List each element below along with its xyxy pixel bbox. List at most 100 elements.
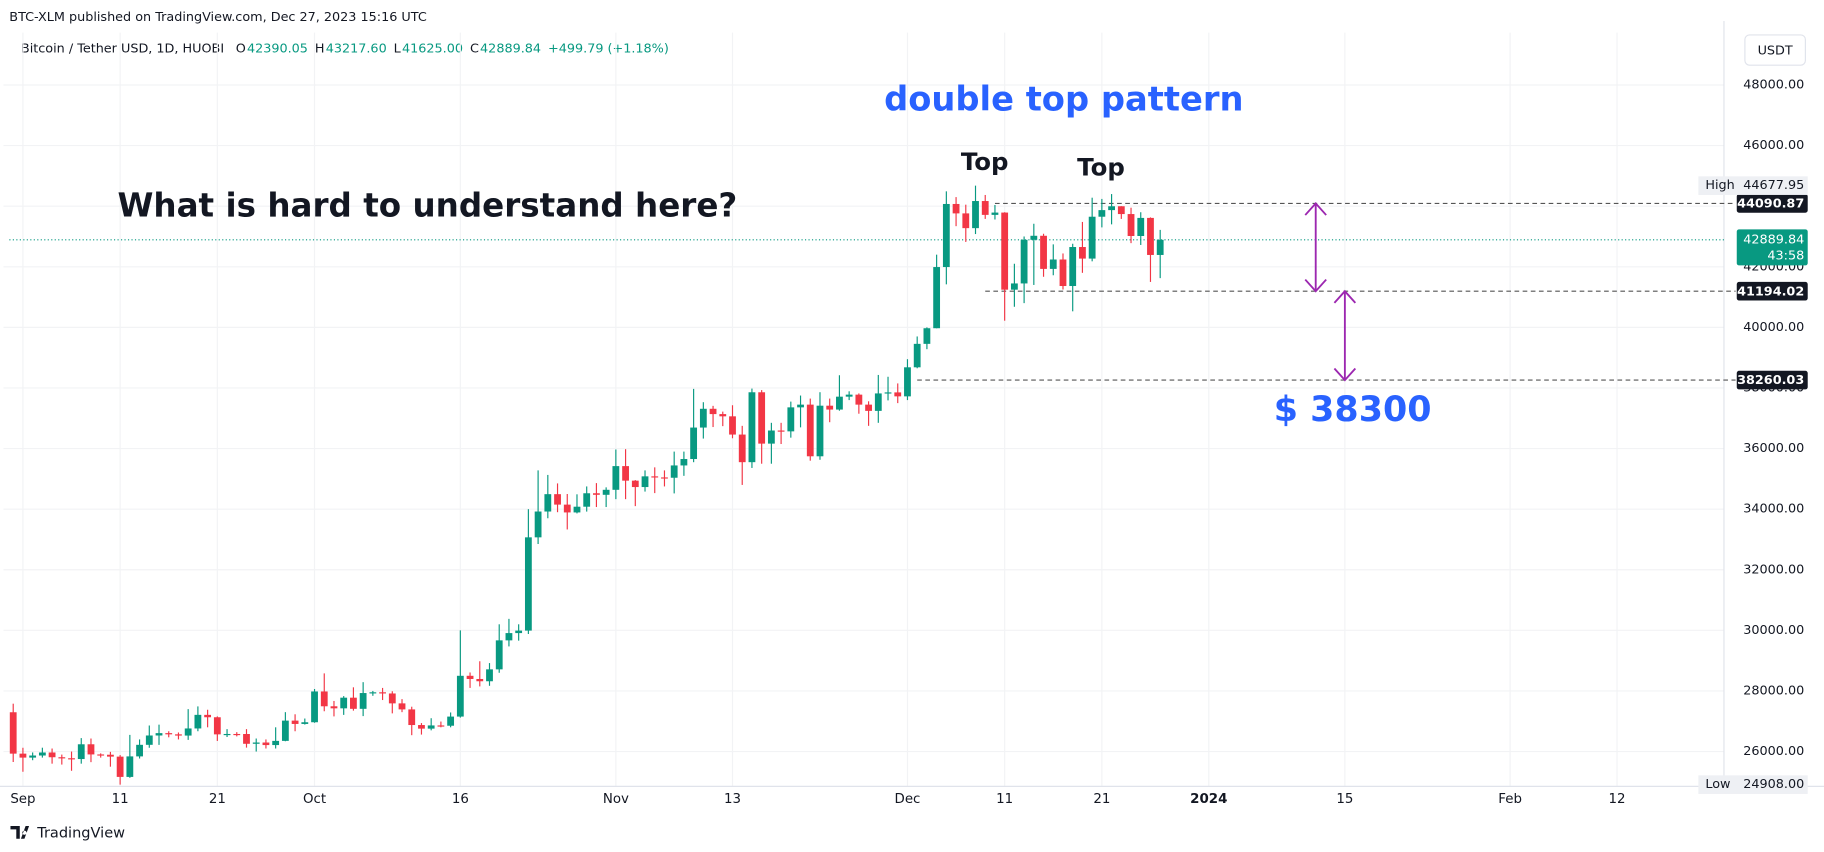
x-tick-label: Sep (10, 792, 35, 807)
price-label-box (1736, 194, 1808, 213)
candle-body (884, 392, 892, 394)
candle-body (252, 742, 260, 744)
candle-body (593, 493, 600, 495)
candle-body (524, 537, 532, 631)
candle-body (311, 691, 318, 723)
y-tick-label: 36000.00 (1743, 441, 1804, 456)
candle-body (388, 693, 396, 704)
low-label-box (1698, 775, 1808, 794)
candle-body (1010, 283, 1018, 290)
candle-body (408, 709, 416, 726)
candle-body (495, 640, 503, 670)
x-tick-label: 11 (996, 792, 1013, 807)
candle-body (806, 404, 814, 457)
candle-body (544, 494, 552, 512)
candle-body (602, 489, 610, 495)
candle-body (777, 430, 785, 432)
legend-key: C (470, 41, 479, 56)
candle-body (894, 392, 902, 397)
candle-body (97, 754, 105, 756)
candle-body (418, 725, 425, 729)
candle-body (942, 203, 950, 268)
candle-body (962, 213, 970, 229)
candle-body (1049, 259, 1057, 269)
candle-body (515, 630, 523, 634)
candle-body (690, 427, 698, 460)
candle-body (767, 430, 775, 444)
candle-body (291, 720, 299, 724)
candle-body (865, 404, 872, 411)
candle-body (1069, 247, 1077, 287)
candle-body (758, 392, 766, 444)
annotation-title: double top pattern (884, 80, 1243, 119)
y-tick-label: 30000.00 (1743, 623, 1804, 638)
arrow-head (1333, 367, 1357, 382)
candle-body (709, 408, 717, 415)
candle-body (680, 459, 688, 466)
countdown-label: 43:58 (1767, 249, 1804, 264)
candle-body (972, 201, 979, 229)
candle-body (77, 744, 85, 760)
candle-body (816, 405, 824, 457)
candle-body (175, 734, 182, 736)
y-tick-label: 32000.00 (1743, 562, 1804, 577)
candle-body (845, 394, 853, 397)
candle-body (1147, 217, 1154, 255)
candle-body (631, 480, 639, 488)
candle-body (661, 477, 668, 479)
candle-body (204, 714, 212, 718)
arrow-head (1333, 289, 1357, 304)
candle-body (243, 734, 250, 744)
candle-body (379, 692, 386, 694)
price-label-box (1736, 281, 1808, 301)
candle-body (923, 328, 931, 344)
candle-body (583, 493, 591, 507)
currency-button[interactable] (1744, 34, 1806, 66)
candle-body (398, 703, 406, 710)
candle-body (476, 678, 484, 682)
arrow-head (1304, 202, 1327, 216)
candle-body (729, 416, 736, 435)
candle-body (573, 506, 581, 513)
candle-body (981, 201, 989, 215)
candle-body (1030, 235, 1038, 240)
candle-body (826, 405, 834, 410)
arrow-head (1304, 278, 1327, 293)
price-label: 44090.87 (1737, 197, 1804, 212)
candle-body (1098, 210, 1106, 217)
price-label-box (1736, 370, 1808, 390)
candle-body (447, 716, 455, 726)
candle-body (48, 752, 56, 758)
candle-body (350, 697, 357, 709)
candle-body (913, 343, 921, 368)
candle-body (301, 722, 309, 724)
legend-key: H (315, 41, 325, 56)
candle-body (1137, 217, 1145, 236)
candle-body (719, 414, 727, 417)
x-tick-label: Dec (895, 792, 921, 807)
legend-value: 42889.84 (480, 41, 541, 56)
candle-body (155, 733, 163, 736)
y-tick-label: 28000.00 (1743, 683, 1804, 698)
candle-body (369, 692, 377, 694)
candle-body (427, 725, 435, 729)
candle-body (1040, 235, 1047, 269)
candle-body (836, 396, 843, 410)
candle-body (622, 466, 629, 481)
candle-body (1020, 239, 1028, 284)
candle-body (213, 717, 221, 735)
candle-body (116, 756, 124, 777)
legend-value: 42390.05 (247, 41, 308, 56)
price-label: 41194.02 (1737, 284, 1804, 299)
x-tick-label: 16 (452, 792, 469, 807)
high-label-box (1698, 176, 1808, 195)
candle-body (612, 466, 620, 490)
candle-body (874, 393, 882, 411)
x-tick-label: 13 (724, 792, 741, 807)
x-tick-label: 15 (1336, 792, 1353, 807)
candle-body (9, 712, 17, 754)
candle-body (19, 753, 27, 758)
candle-body (952, 203, 960, 214)
candle-body (1127, 214, 1135, 236)
